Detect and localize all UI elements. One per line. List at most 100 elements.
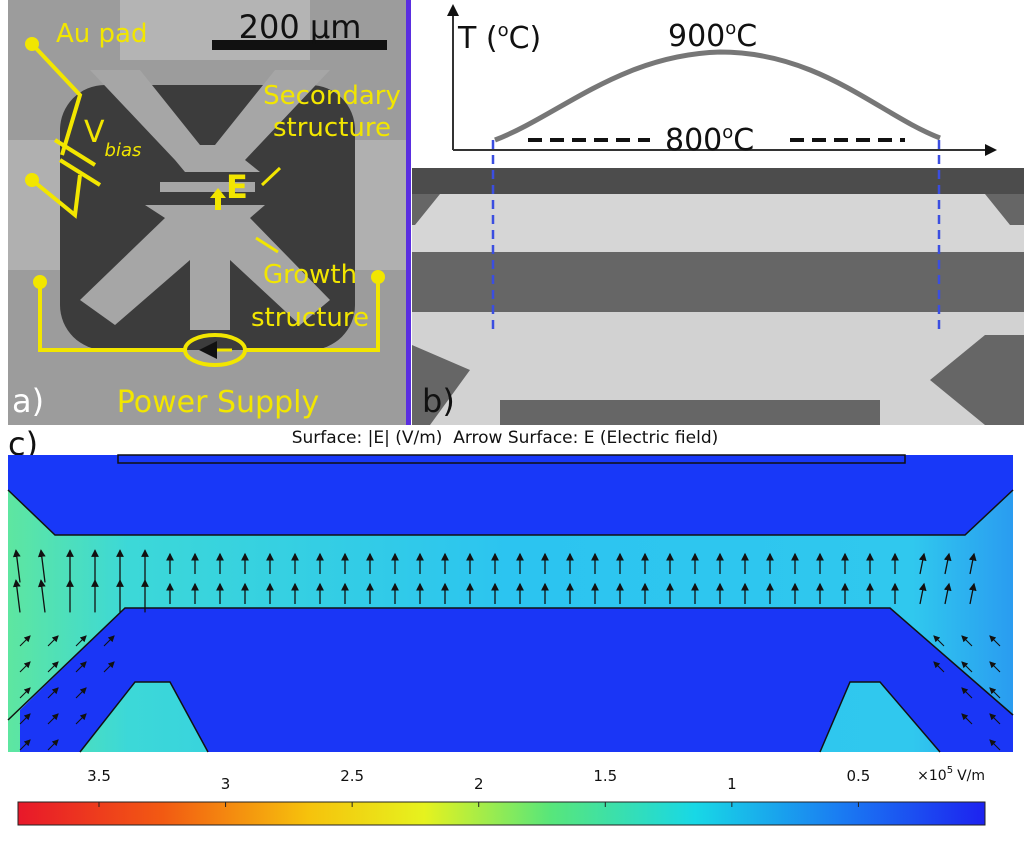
colorbar-tick-label: 1.5	[593, 767, 617, 785]
field-arrow	[933, 661, 945, 673]
field-arrow	[12, 549, 21, 583]
field-arrow	[989, 713, 1001, 725]
peak-unit: C	[736, 19, 757, 54]
outline	[819, 681, 941, 753]
sem-electrode	[412, 312, 1024, 425]
wire	[30, 42, 83, 156]
field-arrow	[37, 579, 46, 613]
source	[183, 333, 247, 367]
wire	[38, 282, 185, 352]
temperature-curve	[494, 49, 941, 143]
field-arrow	[19, 635, 31, 647]
peak-sup: o	[725, 18, 736, 39]
field-arrow	[103, 661, 115, 673]
field-arrow	[210, 188, 226, 210]
base-unit: C	[733, 123, 754, 158]
axis-sup: o	[498, 20, 509, 41]
wire	[30, 174, 82, 219]
axis-tail: C)	[509, 21, 542, 56]
axis-text: T (	[457, 21, 498, 56]
field-arrow	[918, 552, 927, 575]
outline	[7, 607, 1014, 721]
panel-b: T (oC) 900oC 800oC b)	[412, 4, 1024, 425]
colorbar-tick-label: 2	[474, 775, 484, 793]
outline	[79, 681, 209, 753]
divider	[406, 0, 411, 425]
field-arrow	[961, 635, 973, 647]
power-supply-label: Power Supply	[117, 385, 319, 420]
panel-a: 200 μm Au pad Vbias Secondary structure …	[8, 0, 406, 425]
peak-label: 900oC	[668, 18, 757, 54]
wire	[245, 277, 380, 352]
unit-tail: V/m	[957, 768, 985, 784]
field-arrow	[19, 739, 31, 751]
field-arrow	[933, 635, 945, 647]
scale-bar	[212, 40, 387, 50]
au-pad-label: Au pad	[56, 19, 147, 49]
sem-region	[412, 168, 1024, 194]
plot-title: Surface: |E| (V/m) Arrow Surface: E (Ele…	[292, 428, 719, 448]
growth-label: structure	[251, 303, 369, 333]
structure	[90, 70, 330, 172]
field-arrow	[19, 661, 31, 673]
field-arrow	[12, 579, 21, 613]
field-arrow	[47, 661, 59, 673]
field-arrow	[37, 549, 46, 583]
pointer	[255, 236, 279, 254]
field-arrow	[943, 582, 952, 605]
pad	[8, 140, 68, 270]
field-arrow	[918, 582, 927, 605]
field-arrow	[103, 635, 115, 647]
field-arrow	[989, 687, 1001, 699]
base-label: 800oC	[665, 122, 754, 158]
panel-label: b)	[422, 382, 455, 420]
field-arrow	[75, 661, 87, 673]
pointer	[260, 166, 282, 187]
v-subscript: bias	[105, 140, 142, 161]
colorbar-tick-label: 3.5	[87, 767, 111, 785]
field-arrow	[968, 582, 977, 605]
unit-exp: 5	[947, 765, 953, 776]
panel-c: c) Surface: |E| (V/m) Arrow Surface: E (…	[7, 425, 1014, 826]
sem-electrode	[412, 194, 1024, 252]
field-arrow	[19, 713, 31, 725]
pad	[355, 140, 406, 270]
colorbar-tick-label: 2.5	[340, 767, 364, 785]
colorbar	[17, 801, 986, 826]
capacitor	[53, 138, 97, 167]
electrode-region	[8, 455, 1013, 535]
structure	[80, 205, 330, 330]
field-label: E	[226, 168, 248, 206]
field-arrow	[75, 635, 87, 647]
axis-label: T (oC)	[457, 20, 541, 56]
field-arrow	[75, 687, 87, 699]
capacitor	[58, 158, 102, 187]
field-arrow	[989, 661, 1001, 673]
field-arrows	[12, 549, 1001, 751]
colorbar-tick-label: 1	[727, 775, 737, 793]
field-arrow	[989, 635, 1001, 647]
field-arrow	[961, 713, 973, 725]
structure	[160, 182, 255, 192]
secondary-label: Secondary	[263, 81, 401, 111]
field-arrow	[961, 687, 973, 699]
growth-label: Growth	[263, 260, 357, 290]
field-arrow	[19, 687, 31, 699]
scale-label: 200 μm	[239, 8, 362, 46]
v-bias-label: Vbias	[84, 115, 141, 161]
field-arrow	[943, 552, 952, 575]
field-arrow	[47, 687, 59, 699]
field-arrow	[968, 552, 977, 575]
field-arrow	[75, 713, 87, 725]
field-arrow	[47, 713, 59, 725]
colorbar-tick-label: 0.5	[846, 767, 870, 785]
field-arrow	[47, 739, 59, 751]
unit-base: ×10	[917, 768, 947, 784]
secondary-label: structure	[273, 113, 391, 143]
field-arrow	[47, 635, 59, 647]
colorbar-unit: ×105 V/m	[917, 765, 985, 784]
base-sup: o	[722, 122, 733, 143]
outline	[7, 489, 1014, 536]
colorbar-tick-label: 3	[221, 775, 231, 793]
